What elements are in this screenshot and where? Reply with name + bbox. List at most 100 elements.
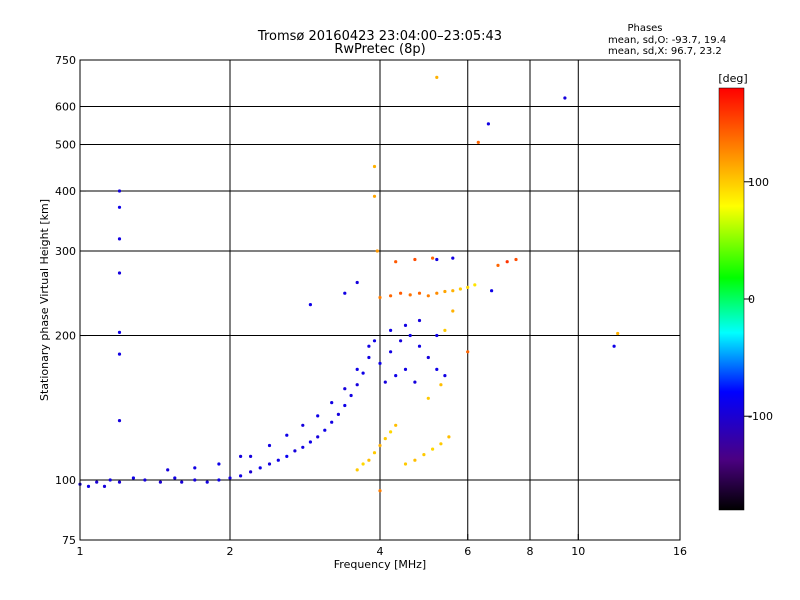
y-tick-label: 75 [62,534,76,547]
data-point [158,480,162,484]
data-point [451,309,455,313]
data-point [447,435,451,439]
data-point [389,294,393,298]
data-point [372,339,377,343]
data-point [375,249,379,253]
data-point [143,478,147,482]
data-point [308,303,312,307]
data-point [117,189,122,193]
x-tick-label: 1 [77,545,84,558]
data-point [117,237,122,241]
data-point [399,339,403,343]
data-point [86,484,91,488]
data-point [383,380,387,384]
data-point [308,440,312,444]
data-point [616,331,620,336]
data-point [301,445,305,449]
data-points [78,75,620,493]
data-point [267,443,272,448]
data-point [193,478,197,482]
data-point [439,383,443,387]
data-point [276,458,280,462]
colorbar-label: [deg] [718,72,747,85]
data-point [435,367,439,371]
data-point [486,122,490,126]
y-tick-label: 100 [55,474,76,487]
data-point [408,333,412,338]
data-point [267,462,272,466]
data-point [355,367,359,371]
data-point [466,350,470,354]
data-point [496,263,500,267]
data-point [389,350,393,354]
data-point [343,403,347,408]
data-point [451,289,455,293]
data-point [367,458,371,462]
data-point [439,442,443,446]
data-point [403,462,408,466]
data-point [389,328,393,332]
stats-heading: Phases [627,23,662,34]
y-tick-label: 750 [55,54,76,67]
grid-lines [80,60,680,540]
data-point [372,451,377,455]
x-tick-label: 2 [227,545,234,558]
data-point [117,205,122,209]
x-axis-label: Frequency [MHz] [334,558,426,571]
data-point [473,283,477,287]
data-point [403,323,408,327]
data-point [108,478,112,482]
data-point [316,435,320,439]
data-point [293,449,297,453]
data-point [413,257,417,262]
data-point [426,294,430,298]
data-point [361,371,365,375]
data-point [417,291,422,295]
data-point [378,361,382,365]
colorbar [718,87,745,511]
data-point [166,468,170,472]
data-point [431,447,435,451]
y-axis-label: Stationary phase Virtual Height [km] [38,199,51,401]
chart-title-line2: RwPretec (8p) [334,42,425,57]
data-point [476,140,480,144]
data-point [435,291,439,295]
data-point [355,468,359,472]
data-point [426,396,430,400]
chart-title-line1: Tromsø 20160423 23:04:00–23:05:43 [257,29,502,44]
data-point [330,420,334,424]
y-tick-label: 200 [55,330,76,343]
y-tick-label: 400 [55,185,76,198]
data-point [451,256,455,260]
data-point [372,164,377,169]
data-point [394,423,398,427]
data-point [563,96,567,100]
data-point [505,260,509,264]
x-tick-label: 4 [377,545,384,558]
colorbar-tick-label: -100 [748,410,773,423]
data-point [361,462,365,466]
data-point [417,344,422,348]
data-point [349,393,353,398]
data-point [355,280,359,285]
data-point [466,285,470,289]
data-point [180,480,184,484]
data-point [205,480,209,484]
data-point [239,454,243,458]
data-point [249,470,253,474]
data-point [228,476,232,480]
data-point [343,291,347,295]
colorbar-tick-label: 100 [748,176,769,189]
y-tick-label: 300 [55,245,76,258]
data-point [399,291,403,295]
data-point [249,454,253,458]
data-point [372,194,377,198]
data-point [285,433,289,437]
data-point [285,454,289,458]
data-point [367,355,371,360]
data-point [383,437,387,441]
data-point [443,289,447,294]
data-point [258,466,262,470]
data-point [514,257,518,262]
data-point [239,474,243,478]
